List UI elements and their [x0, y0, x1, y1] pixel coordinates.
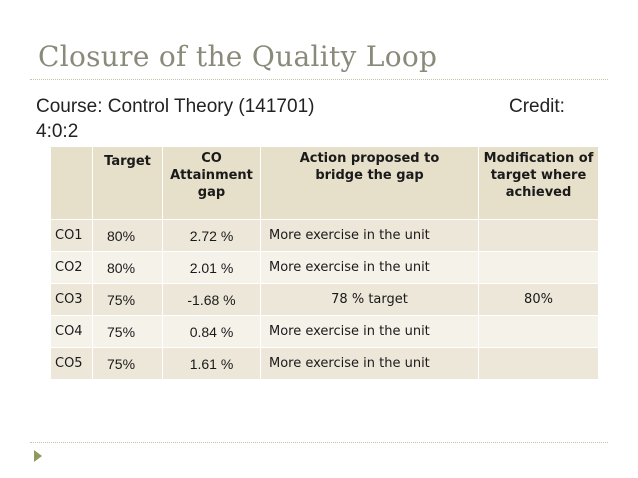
header-co-attainment-gap: CO Attainment gap	[162, 146, 261, 220]
credit-value: 4:0:2	[36, 121, 79, 142]
target-cell: 75%	[92, 283, 163, 316]
gap-cell: 2.01 %	[162, 251, 261, 284]
table-row: CO2 80% 2.01 % More exercise in the unit	[50, 251, 599, 284]
co-cell: CO2	[50, 251, 93, 284]
modification-cell	[478, 347, 599, 380]
header-modification: Modification of target where achieved	[478, 146, 599, 220]
target-cell: 75%	[92, 315, 163, 348]
action-cell: More exercise in the unit	[260, 347, 479, 380]
footer-divider	[30, 442, 608, 443]
modification-cell	[478, 251, 599, 284]
title-divider	[30, 79, 608, 80]
modification-cell	[478, 219, 599, 252]
table-row: CO5 75% 1.61 % More exercise in the unit	[50, 347, 599, 380]
course-label: Course: Control Theory (141701)	[36, 96, 315, 117]
header-co	[50, 146, 93, 220]
slide-title: Closure of the Quality Loop	[38, 40, 438, 73]
action-cell: 78 % target	[260, 283, 479, 316]
co-cell: CO5	[50, 347, 93, 380]
target-cell: 75%	[92, 347, 163, 380]
header-action: Action proposed to bridge the gap	[260, 146, 479, 220]
gap-cell: 2.72 %	[162, 219, 261, 252]
action-cell: More exercise in the unit	[260, 219, 479, 252]
gap-cell: -1.68 %	[162, 283, 261, 316]
co-cell: CO3	[50, 283, 93, 316]
course-line: Course: Control Theory (141701) Credit:	[36, 96, 596, 118]
header-target: Target	[92, 146, 163, 220]
co-attainment-table: Target CO Attainment gap Action proposed…	[50, 146, 599, 380]
action-cell: More exercise in the unit	[260, 251, 479, 284]
co-cell: CO1	[50, 219, 93, 252]
co-cell: CO4	[50, 315, 93, 348]
credit-label: Credit:	[509, 96, 565, 117]
gap-cell: 1.61 %	[162, 347, 261, 380]
table-header-row: Target CO Attainment gap Action proposed…	[50, 146, 599, 220]
gap-cell: 0.84 %	[162, 315, 261, 348]
table-row: CO1 80% 2.72 % More exercise in the unit	[50, 219, 599, 252]
table-row: CO4 75% 0.84 % More exercise in the unit	[50, 315, 599, 348]
modification-cell	[478, 315, 599, 348]
modification-cell: 80%	[478, 283, 599, 316]
table-row: CO3 75% -1.68 % 78 % target 80%	[50, 283, 599, 316]
triangle-right-icon	[34, 450, 42, 462]
action-cell: More exercise in the unit	[260, 315, 479, 348]
target-cell: 80%	[92, 251, 163, 284]
target-cell: 80%	[92, 219, 163, 252]
